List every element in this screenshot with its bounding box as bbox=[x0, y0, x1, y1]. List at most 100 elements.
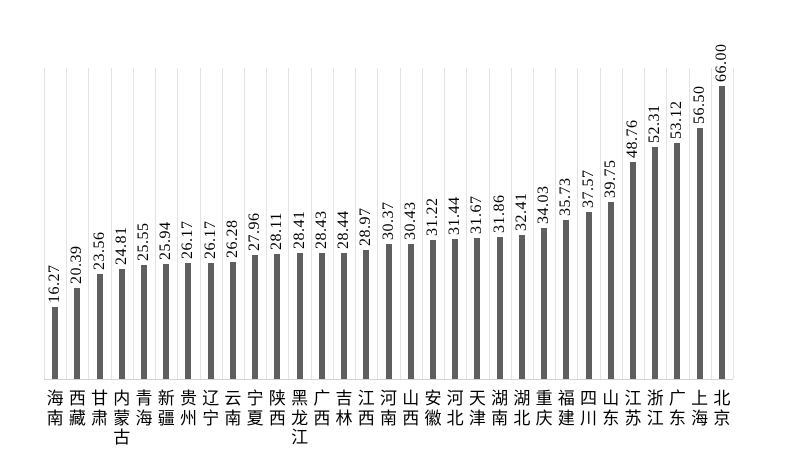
category-gridline bbox=[599, 68, 601, 379]
bar-3 bbox=[118, 269, 125, 379]
value-label: 28.97 bbox=[357, 207, 375, 247]
category-label: 宁 夏 bbox=[246, 389, 264, 428]
category-label: 甘 肃 bbox=[91, 389, 109, 428]
bar-22 bbox=[541, 228, 548, 379]
category-gridline bbox=[355, 68, 357, 379]
category-gridline bbox=[488, 68, 490, 379]
bar-0 bbox=[52, 307, 59, 379]
value-label: 30.37 bbox=[379, 201, 397, 241]
bar-23 bbox=[563, 220, 570, 379]
category-gridline bbox=[155, 68, 157, 379]
category-gridline bbox=[110, 68, 112, 379]
value-label: 32.41 bbox=[512, 192, 530, 232]
value-label: 20.39 bbox=[68, 245, 86, 285]
category-gridline bbox=[644, 68, 646, 379]
bar-8 bbox=[229, 262, 236, 379]
category-gridline bbox=[332, 68, 334, 379]
value-label: 35.73 bbox=[557, 177, 575, 217]
category-gridline bbox=[444, 68, 446, 379]
bar-25 bbox=[607, 202, 614, 379]
value-label: 31.44 bbox=[446, 196, 464, 236]
category-gridline bbox=[577, 68, 579, 379]
bar-15 bbox=[385, 244, 392, 379]
bar-11 bbox=[296, 253, 303, 379]
bar-19 bbox=[474, 238, 481, 379]
value-label: 39.75 bbox=[601, 159, 619, 199]
value-label: 26.28 bbox=[223, 219, 241, 259]
category-label: 重 庆 bbox=[535, 389, 553, 428]
category-gridline bbox=[688, 68, 690, 379]
bar-4 bbox=[141, 265, 148, 379]
value-label: 52.31 bbox=[646, 104, 664, 144]
value-label: 31.22 bbox=[423, 197, 441, 237]
category-label: 江 西 bbox=[357, 389, 375, 428]
bar-24 bbox=[585, 212, 592, 379]
category-label: 内 蒙 古 bbox=[113, 389, 131, 448]
category-gridline bbox=[66, 68, 68, 379]
category-gridline bbox=[177, 68, 179, 379]
category-label: 上 海 bbox=[691, 389, 709, 428]
category-label: 北 京 bbox=[713, 389, 731, 428]
category-label: 西 藏 bbox=[68, 389, 86, 428]
category-label: 山 西 bbox=[402, 389, 420, 428]
value-label: 48.76 bbox=[623, 119, 641, 159]
category-gridline bbox=[288, 68, 290, 379]
category-label: 福 建 bbox=[557, 389, 575, 428]
category-label: 安 徽 bbox=[424, 389, 442, 428]
value-label: 34.03 bbox=[535, 185, 553, 225]
value-label: 28.43 bbox=[312, 210, 330, 250]
category-gridline bbox=[244, 68, 246, 379]
bar-16 bbox=[407, 244, 414, 379]
bar-1 bbox=[74, 288, 81, 379]
category-label: 河 北 bbox=[446, 389, 464, 428]
category-label: 云 南 bbox=[224, 389, 242, 428]
category-gridline bbox=[199, 68, 201, 379]
bar-26 bbox=[629, 162, 636, 379]
bar-10 bbox=[274, 254, 281, 379]
category-label: 山 东 bbox=[602, 389, 620, 428]
category-gridline bbox=[666, 68, 668, 379]
value-label: 26.17 bbox=[179, 220, 197, 260]
bar-18 bbox=[452, 239, 459, 379]
category-gridline bbox=[310, 68, 312, 379]
category-label: 新 疆 bbox=[157, 389, 175, 428]
category-label: 广 东 bbox=[668, 389, 686, 428]
value-label: 28.44 bbox=[335, 210, 353, 250]
category-label: 四 川 bbox=[580, 389, 598, 428]
x-axis-line bbox=[44, 379, 733, 380]
category-gridline bbox=[221, 68, 223, 379]
category-label: 江 苏 bbox=[624, 389, 642, 428]
value-label: 26.17 bbox=[201, 220, 219, 260]
bar-20 bbox=[496, 237, 503, 379]
value-label: 31.86 bbox=[490, 194, 508, 234]
category-label: 浙 江 bbox=[646, 389, 664, 428]
category-label: 辽 宁 bbox=[202, 389, 220, 428]
category-label: 吉 林 bbox=[335, 389, 353, 428]
value-label: 23.56 bbox=[90, 231, 108, 271]
value-label: 27.96 bbox=[246, 212, 264, 252]
category-label: 青 海 bbox=[135, 389, 153, 428]
category-label: 天 津 bbox=[468, 389, 486, 428]
bar-30 bbox=[718, 86, 725, 379]
bar-13 bbox=[341, 253, 348, 379]
value-label: 37.57 bbox=[579, 169, 597, 209]
category-gridline bbox=[710, 68, 712, 379]
value-label: 31.67 bbox=[468, 195, 486, 235]
value-label: 66.00 bbox=[712, 43, 730, 83]
category-gridline bbox=[532, 68, 534, 379]
value-label: 28.41 bbox=[290, 210, 308, 250]
value-label: 25.55 bbox=[135, 222, 153, 262]
category-gridline bbox=[555, 68, 557, 379]
bar-2 bbox=[96, 274, 103, 379]
bar-29 bbox=[696, 128, 703, 379]
value-label: 28.11 bbox=[268, 212, 286, 250]
value-label: 30.43 bbox=[401, 201, 419, 241]
category-gridline bbox=[132, 68, 134, 379]
value-label: 56.50 bbox=[690, 85, 708, 125]
bar-9 bbox=[252, 255, 259, 379]
category-gridline bbox=[621, 68, 623, 379]
category-gridline bbox=[88, 68, 90, 379]
bar-7 bbox=[207, 263, 214, 379]
category-gridline bbox=[733, 68, 734, 379]
